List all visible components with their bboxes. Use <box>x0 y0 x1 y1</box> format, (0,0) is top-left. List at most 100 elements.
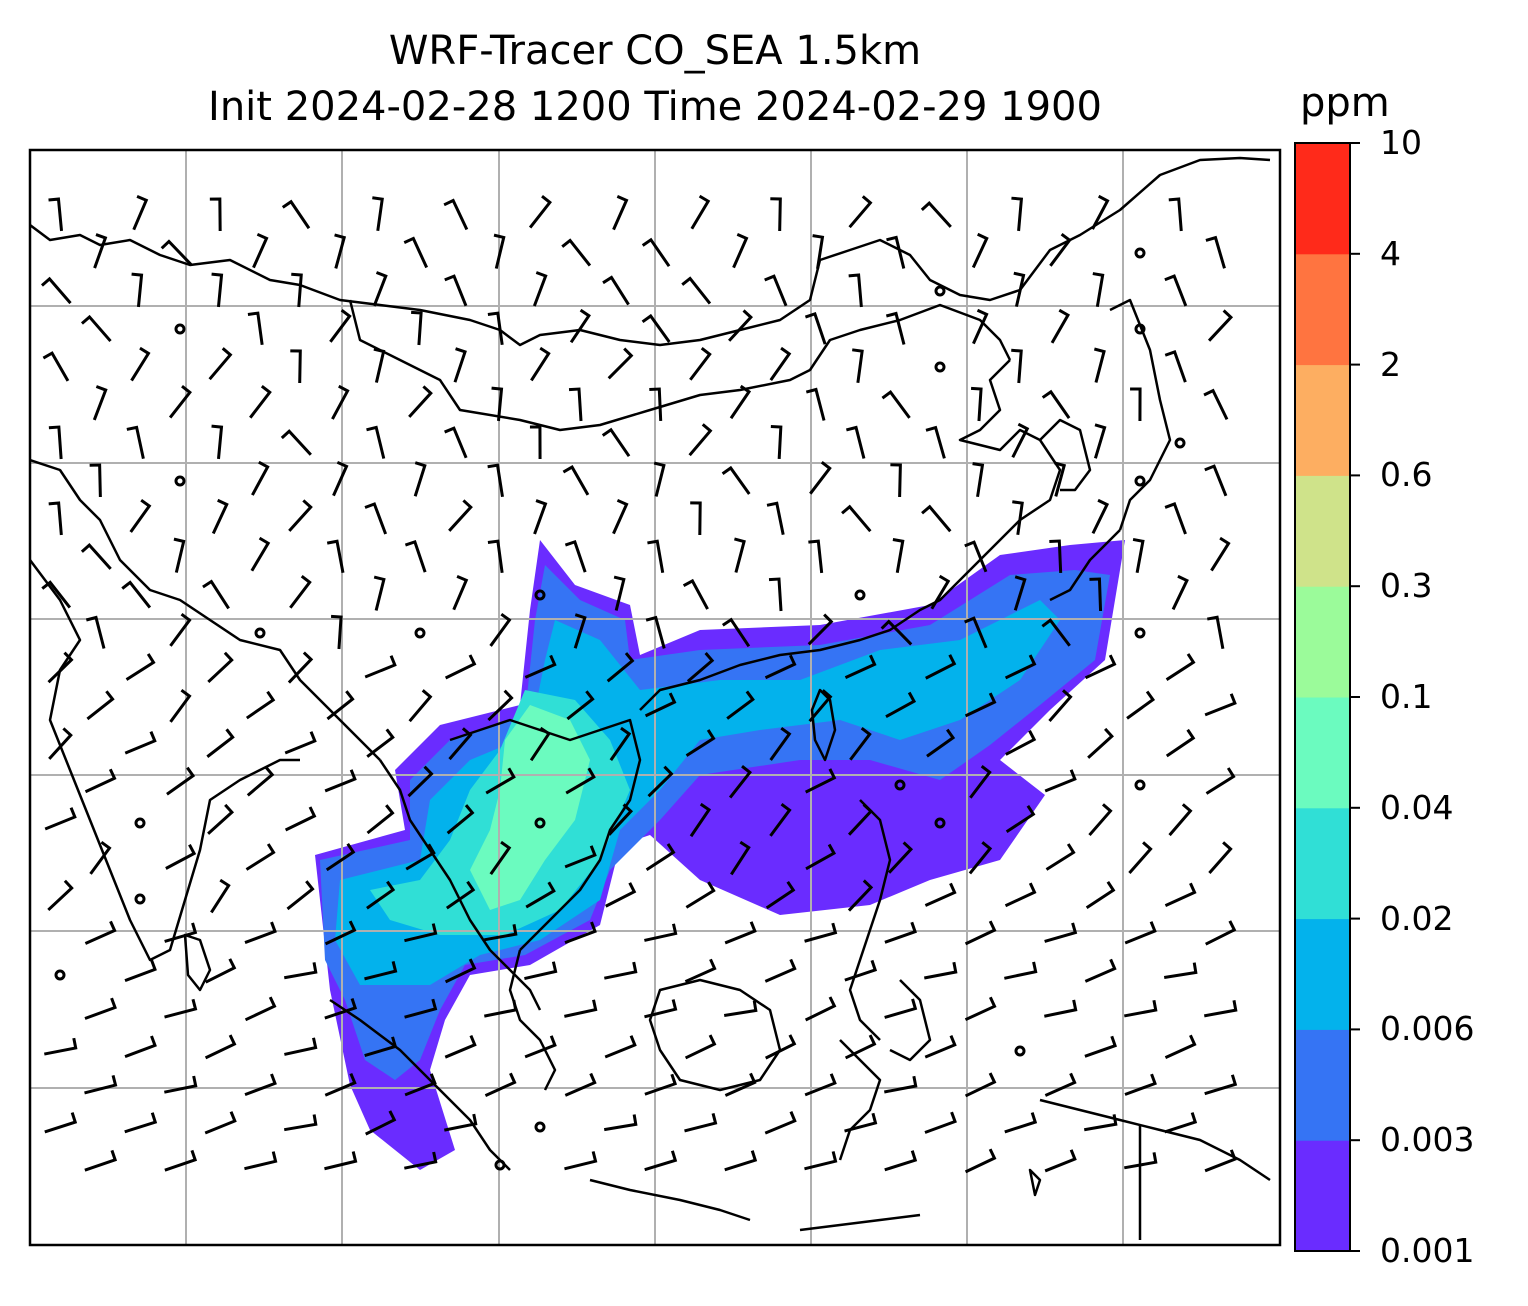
wind-barb <box>1013 575 1027 611</box>
wind-barb <box>245 843 276 871</box>
wind-barb <box>207 651 234 684</box>
wind-barb <box>1132 537 1145 574</box>
wind-barb <box>487 689 514 722</box>
wind-barb <box>525 881 556 909</box>
wind-barb <box>684 1113 718 1133</box>
wind-barb <box>407 765 434 798</box>
wind-barb <box>964 692 997 718</box>
wind-barb <box>288 499 313 532</box>
wind-barb <box>1005 730 1037 756</box>
wind-barb <box>765 880 796 910</box>
wind-barb <box>1084 1035 1118 1058</box>
wind-barb <box>1091 194 1110 230</box>
wind-barb <box>453 347 467 383</box>
wind-barb <box>684 958 717 983</box>
wind-barb <box>844 1034 877 1060</box>
wind-barb <box>732 232 749 269</box>
wind-barb <box>890 463 902 498</box>
wind-barb <box>284 731 317 755</box>
wind-barb <box>724 1072 757 1097</box>
wind-barb <box>173 537 186 573</box>
wind-barb <box>404 1151 438 1170</box>
colorbar-segment <box>1295 586 1350 698</box>
wind-barb <box>770 197 782 232</box>
wind-barb <box>84 1149 118 1172</box>
wind-barb <box>404 923 438 943</box>
calm-wind-circle <box>854 589 866 601</box>
wind-barb <box>1092 272 1105 308</box>
wind-barb <box>85 615 106 649</box>
wind-barb <box>728 765 752 799</box>
wind-barb <box>483 924 518 942</box>
colorbar <box>1295 142 1360 1252</box>
wind-barb <box>364 655 397 679</box>
wind-barb <box>324 1151 358 1171</box>
wind-barb <box>1044 1149 1077 1173</box>
wind-barb <box>124 959 157 982</box>
wind-barb <box>804 1151 838 1171</box>
wind-barb <box>124 1035 157 1059</box>
wind-barb <box>848 195 873 229</box>
wind-barb <box>89 463 102 498</box>
wind-barb <box>524 961 558 981</box>
wind-barb <box>93 233 108 269</box>
wind-barb <box>805 768 837 794</box>
wind-barb <box>805 843 837 871</box>
calm-wind-circle <box>1014 1045 1026 1057</box>
wind-barb <box>924 882 957 907</box>
colorbar-tick-label: 0.6 <box>1380 455 1433 495</box>
wind-barb <box>446 804 475 835</box>
wind-barb <box>1049 539 1063 574</box>
wind-barb <box>48 425 63 460</box>
wind-barb <box>924 961 958 980</box>
calm-wind-circle <box>414 627 426 639</box>
wind-barb <box>647 765 674 798</box>
wind-barb <box>408 385 433 418</box>
wind-barb <box>1203 1000 1238 1018</box>
wind-barb <box>1124 921 1157 945</box>
wind-barb <box>290 349 302 384</box>
colorbar-segment <box>1295 1029 1350 1141</box>
wind-barb <box>324 769 357 793</box>
wind-barb <box>964 1072 997 1098</box>
wind-barb <box>413 461 427 497</box>
wind-barb <box>848 273 863 308</box>
calm-wind-circle <box>1134 323 1146 335</box>
wind-barb <box>764 654 797 680</box>
wind-barb <box>880 619 913 646</box>
wind-barb <box>204 1034 237 1060</box>
wind-barb <box>131 272 144 308</box>
wind-barb <box>1091 498 1110 535</box>
colorbar-segment <box>1295 807 1350 920</box>
wind-barb <box>284 1037 318 1056</box>
wind-barb <box>1044 1072 1077 1097</box>
wind-barb <box>769 802 792 837</box>
wind-barb <box>964 920 997 946</box>
wind-barb <box>411 310 423 346</box>
wind-barb <box>1045 843 1076 871</box>
wind-barb <box>287 651 314 684</box>
wind-barb <box>766 501 785 535</box>
wind-barb <box>528 195 552 229</box>
wind-barb <box>924 1035 957 1059</box>
wind-barb <box>690 194 711 230</box>
wind-barb <box>769 726 792 761</box>
wind-barb <box>165 843 197 870</box>
colorbar-tick-label: 0.001 <box>1380 1231 1475 1270</box>
wind-barb <box>1124 1073 1157 1096</box>
wind-barb <box>84 997 117 1020</box>
coastlines <box>30 156 1271 1240</box>
wind-barb <box>364 502 388 535</box>
wind-barb <box>209 197 222 232</box>
wind-barb <box>331 384 350 420</box>
calm-wind-circle <box>1134 475 1146 487</box>
wind-barb <box>1204 693 1237 717</box>
wind-barb <box>284 806 317 832</box>
wind-barb <box>569 308 591 344</box>
wind-barb <box>452 574 469 611</box>
colorbar-tick-label: 10 <box>1380 123 1422 162</box>
wind-barb <box>1205 235 1226 269</box>
wind-barb <box>364 1036 398 1057</box>
wind-barb <box>530 346 551 382</box>
wind-barb <box>129 498 152 533</box>
